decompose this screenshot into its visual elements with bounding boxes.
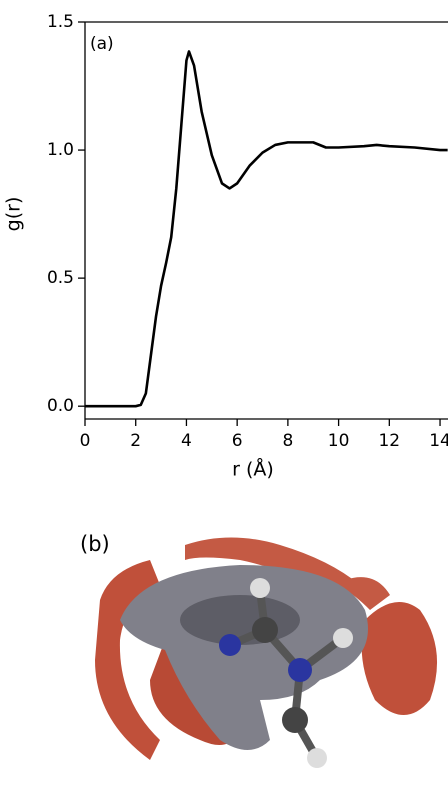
panel-b-label: (b) (80, 532, 110, 556)
x-tick-label: 6 (232, 431, 243, 451)
red-isosurface (361, 602, 438, 715)
atom-h (250, 578, 270, 598)
x-tick-label: 8 (282, 431, 293, 451)
x-tick-label: 10 (328, 431, 350, 451)
atom-h (333, 628, 353, 648)
x-tick-label: 12 (378, 431, 400, 451)
grey-isosurface (120, 565, 368, 750)
x-axis-label: r (Å) (232, 458, 274, 481)
red-isosurface (95, 560, 160, 760)
red-isosurface (345, 577, 390, 610)
x-tick-label: 2 (130, 431, 141, 451)
x-tick-label: 4 (181, 431, 192, 451)
y-tick-label: 0.0 (47, 396, 74, 416)
atom-h (307, 748, 327, 768)
x-tick-label: 0 (80, 431, 91, 451)
atom-c (252, 617, 278, 643)
molecular-render (95, 537, 438, 768)
panel-a-label: (a) (90, 34, 114, 54)
data-line (85, 50, 448, 408)
atom-c (282, 707, 308, 733)
x-tick-label: 14 (429, 431, 448, 451)
atom-n (288, 658, 312, 682)
y-tick-label: 1.5 (47, 12, 74, 32)
atom-n (219, 634, 241, 656)
y-tick-label: 1.0 (47, 140, 74, 160)
y-tick-label: 0.5 (47, 268, 74, 288)
y-axis-label: g(r) (3, 197, 25, 232)
